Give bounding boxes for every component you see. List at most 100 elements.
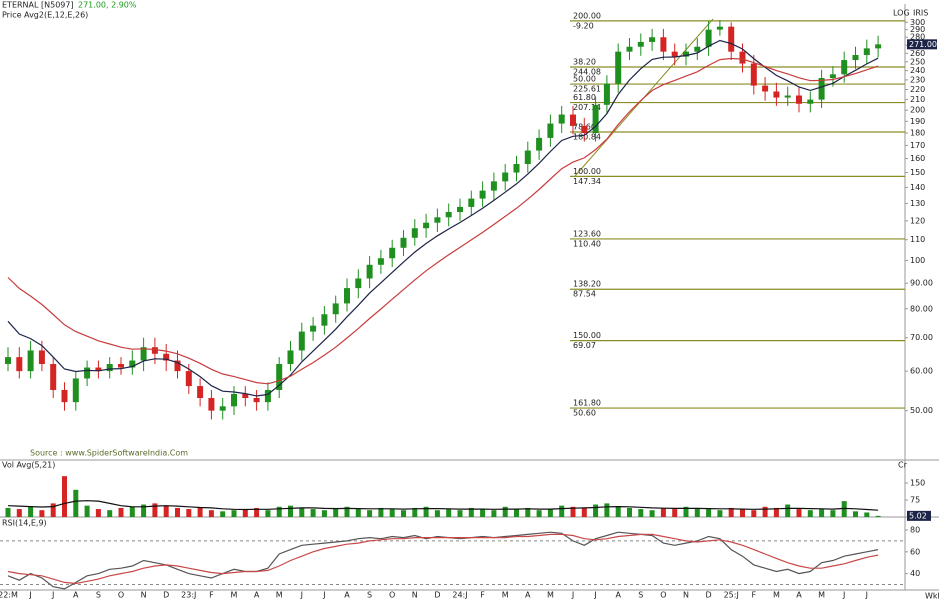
volume-bar [446, 509, 452, 517]
indicator-line [7, 500, 879, 511]
y-tick-label: 110 [910, 235, 925, 244]
candle-body [5, 357, 11, 365]
fib-ratio: 123.60 [573, 229, 601, 238]
x-tick-label: M [773, 591, 780, 600]
x-tick-label: J [865, 591, 868, 600]
volume-bar [152, 503, 158, 517]
x-tick-label: D [706, 591, 712, 600]
y-tick-label: 50.00 [910, 406, 933, 415]
volume-bar [231, 510, 237, 517]
fib-price: 147.34 [573, 177, 601, 186]
candle-body [310, 325, 317, 332]
volume-bar [344, 506, 350, 517]
x-tick-label: A [344, 591, 350, 600]
x-tick-label: D [163, 591, 169, 600]
x-tick-label: A [525, 591, 531, 600]
y-tick-label: 75 [910, 495, 920, 504]
fib-price: 110.40 [573, 239, 601, 248]
x-tick-label: N [683, 591, 689, 600]
volume-bar [638, 509, 644, 517]
volume-bar [864, 512, 870, 517]
candle-body [558, 114, 565, 124]
rsi-title: RSI(14,E,9) [2, 519, 47, 528]
x-tick-label: F [480, 591, 485, 600]
x-tick-label: 22:M [0, 591, 18, 600]
candle-body [457, 206, 463, 213]
candle-body [603, 83, 610, 105]
candle-body [129, 360, 136, 368]
candle-body [84, 367, 91, 379]
fib-price: 225.61 [573, 85, 601, 94]
candle-body [344, 288, 350, 304]
candle-body [400, 237, 407, 248]
candle-body [863, 48, 870, 55]
candle-body [423, 222, 430, 229]
volume-bar [276, 506, 282, 517]
volume-bar [683, 506, 689, 517]
candle-body [321, 314, 328, 326]
volume-bar [288, 505, 293, 517]
candle-body [61, 389, 68, 403]
candle-body [377, 258, 384, 265]
volume-bar [581, 507, 587, 517]
candle-body [197, 386, 204, 399]
indicator-line [7, 533, 879, 585]
x-tick-label: J [28, 591, 31, 600]
candle-body [264, 389, 271, 403]
candle-body [355, 278, 362, 289]
y-tick-label: 290 [910, 25, 925, 34]
candle-body [784, 95, 791, 98]
volume-bar [819, 509, 825, 517]
candle-body [615, 51, 622, 84]
volume-bar [491, 510, 497, 517]
y-tick-label: 80 [910, 526, 920, 535]
y-tick-label: 280 [910, 33, 925, 42]
candle-body [581, 125, 588, 134]
fib-price: 244.08 [573, 68, 601, 77]
volume-bar [853, 511, 858, 517]
x-tick-label: S [367, 591, 372, 600]
y-tick-label: 170 [910, 141, 925, 150]
candle-body [118, 364, 124, 368]
y-tick-label: 240 [910, 66, 925, 75]
volume-bar [208, 510, 214, 517]
candle-body [174, 360, 181, 372]
candle-body [807, 99, 814, 104]
y-tick-label: 80.00 [910, 304, 933, 313]
candle-body [671, 51, 678, 57]
x-tick-label: M [231, 591, 238, 600]
volume-bar [141, 504, 147, 517]
volume-bar [73, 489, 79, 517]
candle-body [366, 264, 373, 279]
volume-bar [773, 507, 779, 517]
candle-body [219, 406, 226, 411]
volume-bar [525, 507, 531, 517]
y-tick-label: 130 [910, 199, 925, 208]
volume-bar [389, 509, 395, 517]
candle-body [762, 85, 769, 92]
last-volume-label: 5.02 [909, 511, 927, 520]
candle-body [434, 217, 441, 223]
fib-ratio: 150.00 [573, 331, 601, 340]
volume-bar [468, 507, 474, 517]
candle-body [536, 137, 543, 151]
y-tick-label: 210 [910, 95, 925, 104]
x-tick-label: A [73, 591, 79, 600]
candle-body [773, 91, 780, 98]
candle-body [242, 393, 249, 399]
candle-body [626, 46, 633, 52]
period-label: Wkl [925, 592, 939, 600]
x-tick-label: N [412, 591, 418, 600]
volume-bar [740, 509, 745, 517]
candle-body [875, 44, 882, 49]
volume-bar [197, 507, 203, 517]
x-tick-label: M [276, 591, 283, 600]
volume-bar [649, 510, 655, 517]
volume-bar [50, 503, 56, 517]
volume-bar [333, 507, 339, 517]
candle-body [163, 353, 170, 361]
candle-body [852, 54, 859, 61]
symbol-title: ETERNAL [N5097] [2, 1, 74, 10]
candle-body [468, 198, 475, 207]
